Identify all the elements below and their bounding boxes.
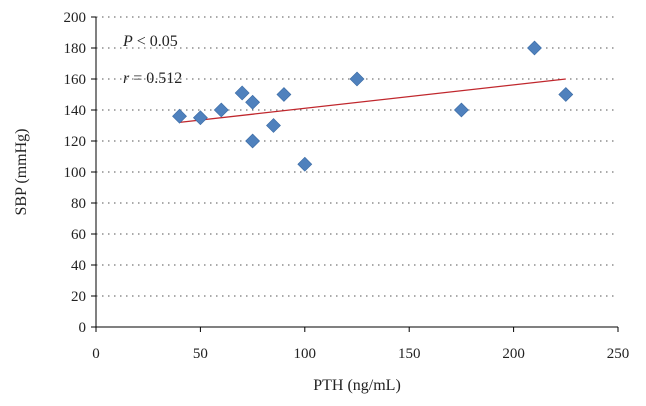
data-point-3 [234,85,250,101]
data-point-6 [266,118,281,133]
x-tick-label-250: 250 [607,346,630,362]
grid-lines [96,16,618,297]
y-tick-label-40: 40 [71,258,86,274]
y-axis-ticks: 0 20 40 60 80 100 120 140 160 180 200 [64,10,96,336]
data-point-12 [558,87,574,102]
x-tick-label-100: 100 [294,346,317,362]
y-tick-label-100: 100 [64,165,87,181]
data-point-0 [172,108,187,124]
r-value-annotation: r = 0.512 [123,70,182,87]
y-tick-label-20: 20 [71,289,86,305]
data-point-2 [213,102,229,118]
trendline [179,78,566,124]
y-tick-label-120: 120 [64,134,87,150]
y-tick-label-180: 180 [64,41,87,57]
p-value-annotation: P < 0.05 [122,33,178,50]
x-tick-label-200: 200 [502,346,525,362]
x-axis-title: PTH (ng/mL) [313,377,401,394]
data-point-5 [245,133,261,149]
x-axis-ticks: 0 50 100 150 200 250 [92,327,629,362]
y-tick-label-60: 60 [71,227,86,243]
data-point-10 [453,102,469,118]
data-point-7 [276,87,292,102]
data-point-4 [245,94,261,110]
y-tick-label-80: 80 [71,196,86,212]
y-axis-title: SBP (mmHg) [13,129,30,216]
data-point-1 [192,110,208,126]
data-point-9 [349,71,365,87]
trendline-group [179,78,566,124]
data-point-11 [527,40,542,56]
y-tick-label-160: 160 [64,72,87,88]
y-tick-label-0: 0 [79,320,87,336]
p-symbol: P [122,33,133,50]
x-tick-label-150: 150 [398,346,421,362]
r-symbol: r [123,70,130,87]
y-tick-label-200: 200 [64,10,87,26]
p-value: < 0.05 [133,33,178,50]
y-tick-label-140: 140 [64,103,87,119]
x-tick-label-0: 0 [92,346,100,362]
data-point-8 [297,156,313,172]
r-value: = 0.512 [129,70,182,87]
x-tick-label-50: 50 [193,346,208,362]
data-points [172,40,574,172]
